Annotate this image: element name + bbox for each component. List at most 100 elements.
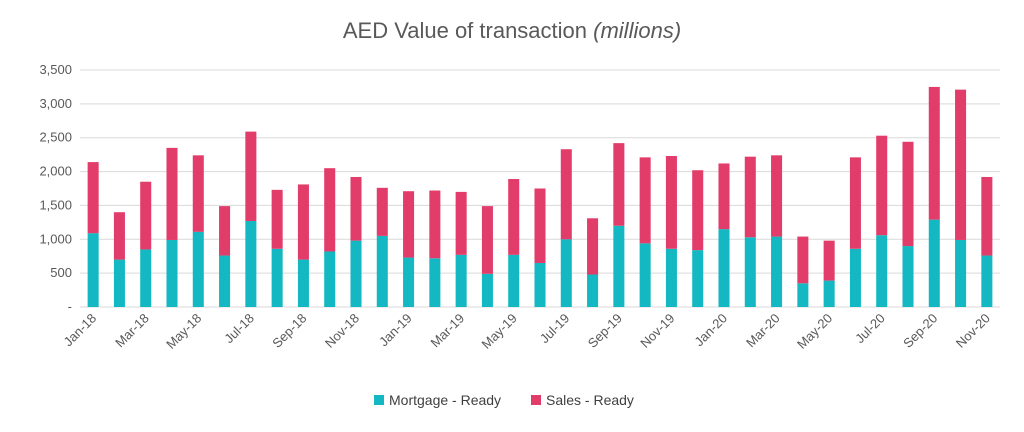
bar-sales-ready <box>455 191 467 255</box>
bar-mortgage-ready <box>271 248 283 307</box>
bar-sales-ready <box>613 143 625 226</box>
bar-sales-ready <box>955 89 967 240</box>
x-tick-label: Sep-20 <box>900 311 940 351</box>
legend-swatch-mortgage-ready <box>374 395 384 405</box>
bar-sales-ready <box>797 236 809 284</box>
bar-mortgage-ready <box>718 229 730 307</box>
bar-sales-ready <box>692 170 704 251</box>
bar-mortgage-ready <box>350 240 362 307</box>
x-tick-label: Sep-18 <box>269 311 309 351</box>
legend-label-mortgage-ready: Mortgage - Ready <box>389 392 501 408</box>
bar-sales-ready <box>192 155 204 232</box>
bar-mortgage-ready <box>192 231 204 307</box>
bar-mortgage-ready <box>245 221 257 307</box>
bar-sales-ready <box>166 147 178 240</box>
y-axis-ticks: - 500 1,000 1,500 2,000 2,500 3,000 3,500 <box>39 62 72 314</box>
x-tick-label: Jan-18 <box>61 311 100 350</box>
bar-mortgage-ready <box>613 225 625 307</box>
x-tick-label: May-20 <box>794 311 835 352</box>
bar-sales-ready <box>87 162 99 234</box>
x-tick-label: Nov-20 <box>953 311 993 351</box>
bar-sales-ready <box>508 179 520 255</box>
x-tick-label: Jan-20 <box>691 311 730 350</box>
bar-mortgage-ready <box>823 280 835 307</box>
x-tick-label: Mar-18 <box>112 311 152 351</box>
bar-mortgage-ready <box>403 257 415 307</box>
x-tick-label: Jul-18 <box>221 311 257 347</box>
bar-mortgage-ready <box>744 237 756 307</box>
bar-sales-ready <box>587 218 599 275</box>
bar-sales-ready <box>876 135 888 236</box>
bar-sales-ready <box>981 176 993 256</box>
bar-mortgage-ready <box>981 255 993 307</box>
x-tick-label: May-19 <box>479 311 520 352</box>
bar-mortgage-ready <box>587 274 599 307</box>
y-tick-label: 1,000 <box>39 231 72 246</box>
bar-mortgage-ready <box>534 262 546 307</box>
bar-sales-ready <box>639 157 651 244</box>
bar-sales-ready <box>771 155 783 237</box>
y-tick-label: 3,000 <box>39 96 72 111</box>
bar-sales-ready <box>665 155 677 249</box>
bar-sales-ready <box>219 206 231 256</box>
bar-mortgage-ready <box>87 233 99 307</box>
bar-sales-ready <box>140 181 152 250</box>
bar-sales-ready <box>350 176 362 241</box>
bar-mortgage-ready <box>955 239 967 307</box>
x-tick-label: Mar-19 <box>428 311 468 351</box>
bar-mortgage-ready <box>639 243 651 307</box>
chart-title: AED Value of transaction (millions) <box>343 18 681 43</box>
bar-mortgage-ready <box>455 254 467 307</box>
legend-swatch-sales-ready <box>531 395 541 405</box>
bar-mortgage-ready <box>166 239 178 307</box>
bar-mortgage-ready <box>481 273 493 307</box>
chart-title-units: (millions) <box>593 18 681 43</box>
x-tick-label: Mar-20 <box>743 311 783 351</box>
bar-mortgage-ready <box>429 258 441 307</box>
bar-mortgage-ready <box>219 255 231 307</box>
bar-sales-ready <box>113 212 125 260</box>
bar-sales-ready <box>928 86 940 220</box>
bar-mortgage-ready <box>508 254 520 307</box>
bar-mortgage-ready <box>560 239 572 307</box>
y-tick-label: 1,500 <box>39 197 72 212</box>
y-tick-label: 500 <box>50 265 72 280</box>
x-tick-label: Jan-19 <box>376 311 415 350</box>
bar-mortgage-ready <box>771 236 783 307</box>
legend: Mortgage - Ready Sales - Ready <box>374 392 634 408</box>
bar-sales-ready <box>718 163 730 230</box>
bar-sales-ready <box>744 156 756 238</box>
bar-sales-ready <box>297 184 309 260</box>
bar-mortgage-ready <box>113 259 125 307</box>
bars <box>87 86 993 307</box>
bar-sales-ready <box>902 141 914 247</box>
bar-mortgage-ready <box>297 259 309 307</box>
y-tick-label: 2,500 <box>39 130 72 145</box>
x-tick-label: Jul-20 <box>852 311 888 347</box>
bar-mortgage-ready <box>324 251 336 307</box>
x-tick-label: May-18 <box>163 311 204 352</box>
bar-mortgage-ready <box>928 219 940 307</box>
x-axis-ticks: Jan-18 Mar-18 May-18 Jul-18 Sep-18 Nov-18 Jan-… <box>61 311 993 352</box>
bar-mortgage-ready <box>692 250 704 307</box>
x-tick-label: Sep-19 <box>585 311 625 351</box>
bar-sales-ready <box>429 190 441 259</box>
bar-sales-ready <box>534 188 546 263</box>
bar-sales-ready <box>823 240 835 281</box>
x-tick-label: Nov-18 <box>322 311 362 351</box>
x-tick-label: Jul-19 <box>537 311 573 347</box>
bar-sales-ready <box>245 131 257 222</box>
y-tick-label: 2,000 <box>39 164 72 179</box>
bar-mortgage-ready <box>665 248 677 307</box>
bar-sales-ready <box>560 149 572 240</box>
bar-sales-ready <box>403 191 415 258</box>
bar-sales-ready <box>849 157 861 249</box>
bar-sales-ready <box>481 206 493 274</box>
y-tick-label: 3,500 <box>39 62 72 77</box>
bar-mortgage-ready <box>902 246 914 307</box>
bar-sales-ready <box>324 168 336 252</box>
legend-label-sales-ready: Sales - Ready <box>546 392 634 408</box>
x-tick-label: Nov-19 <box>637 311 677 351</box>
